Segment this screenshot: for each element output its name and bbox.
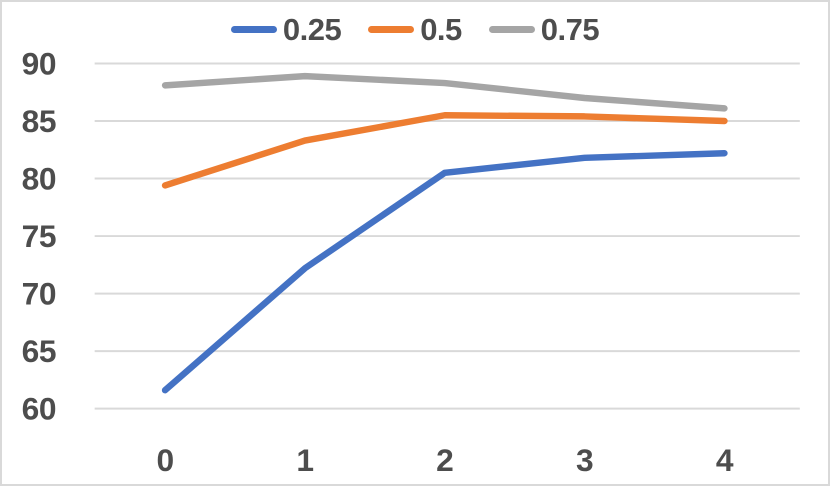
- y-axis-tick-label: 90: [22, 45, 56, 81]
- series-line-0.25: [161, 150, 728, 394]
- y-axis-tick-label: 80: [22, 160, 56, 196]
- y-axis-tick-label: 75: [22, 218, 56, 254]
- series-line-0.75: [161, 72, 728, 112]
- x-axis-tick-label: 0: [156, 442, 173, 478]
- y-axis-tick-label: 85: [22, 103, 56, 139]
- x-axis-tick-label: 3: [576, 442, 593, 478]
- series-line-0.5: [161, 112, 728, 189]
- x-axis-tick-label: 1: [296, 442, 313, 478]
- y-axis-tick-label: 70: [22, 275, 56, 311]
- x-axis-tick-label: 2: [436, 442, 453, 478]
- y-axis-tick-label: 60: [22, 391, 56, 427]
- y-axis-tick-label: 65: [22, 333, 56, 369]
- x-axis-tick-label: 4: [716, 442, 734, 478]
